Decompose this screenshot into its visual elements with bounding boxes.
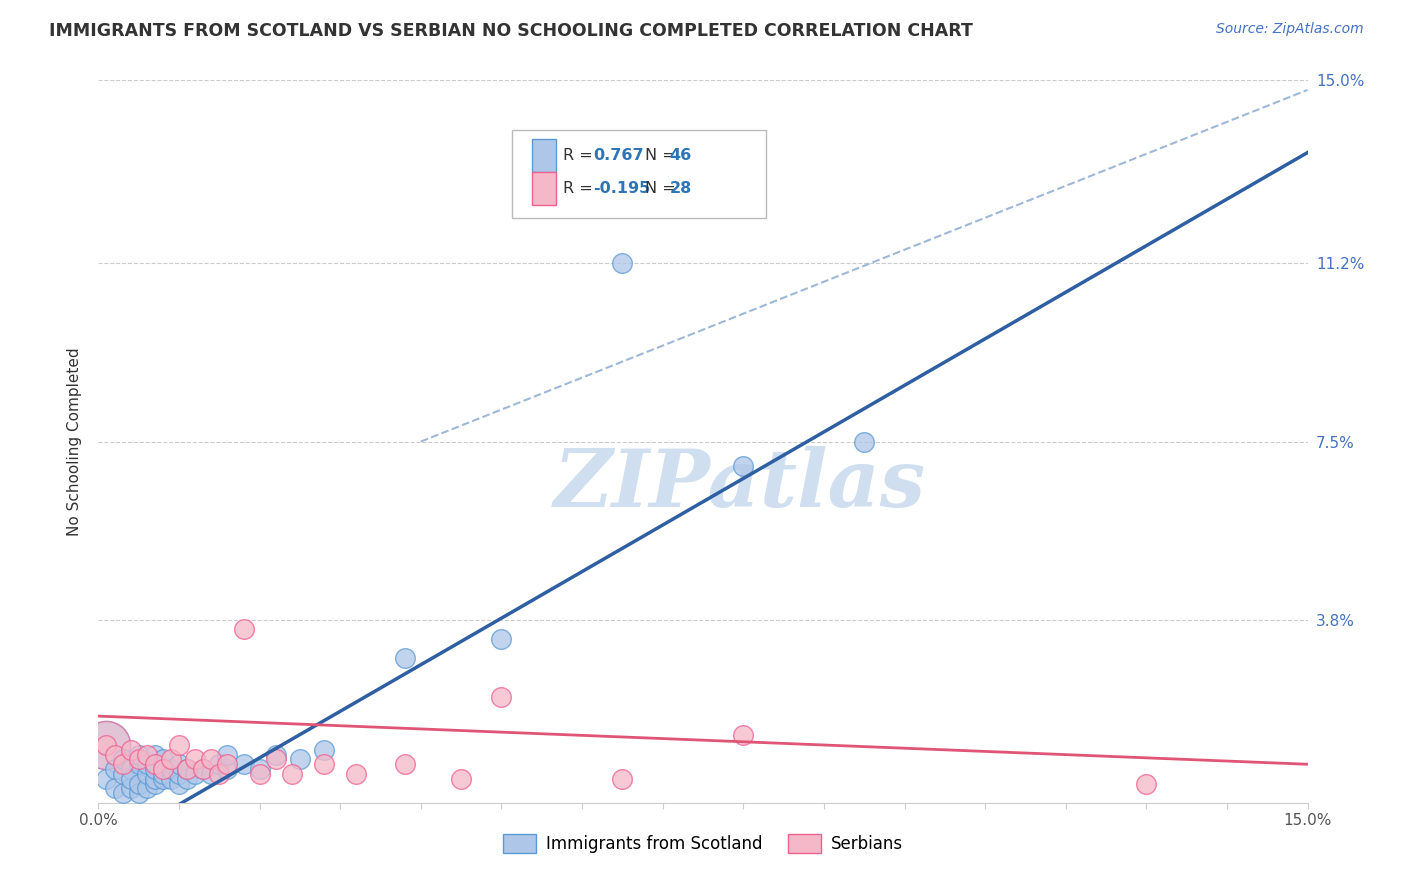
Point bbox=[103, 762, 125, 776]
Point bbox=[491, 690, 513, 704]
Point bbox=[135, 757, 157, 772]
Point bbox=[217, 757, 239, 772]
Point bbox=[143, 776, 166, 790]
Point bbox=[111, 757, 134, 772]
Point bbox=[314, 743, 336, 757]
Point bbox=[96, 738, 118, 752]
Point bbox=[184, 752, 207, 766]
Point bbox=[160, 752, 183, 766]
Point bbox=[96, 738, 118, 752]
Point bbox=[152, 767, 174, 781]
Point bbox=[217, 747, 239, 762]
Point bbox=[120, 743, 142, 757]
Point bbox=[193, 762, 215, 776]
Point bbox=[152, 752, 174, 766]
Point bbox=[314, 757, 336, 772]
Point bbox=[612, 256, 634, 270]
Point bbox=[491, 632, 513, 646]
Point bbox=[135, 767, 157, 781]
Point bbox=[96, 772, 118, 786]
Point bbox=[612, 772, 634, 786]
Point bbox=[394, 651, 416, 665]
Point bbox=[288, 752, 311, 766]
Point bbox=[160, 762, 183, 776]
Point bbox=[176, 762, 198, 776]
Text: -0.195: -0.195 bbox=[593, 181, 651, 196]
Point bbox=[733, 458, 755, 473]
Text: Source: ZipAtlas.com: Source: ZipAtlas.com bbox=[1216, 22, 1364, 37]
Point bbox=[264, 747, 287, 762]
Point bbox=[167, 767, 190, 781]
Point bbox=[96, 738, 118, 752]
Text: N =: N = bbox=[645, 181, 682, 196]
Point bbox=[450, 772, 472, 786]
Point bbox=[200, 752, 222, 766]
Point bbox=[167, 776, 190, 790]
Point bbox=[281, 767, 304, 781]
Point bbox=[135, 747, 157, 762]
Point bbox=[143, 772, 166, 786]
Point bbox=[264, 752, 287, 766]
Text: IMMIGRANTS FROM SCOTLAND VS SERBIAN NO SCHOOLING COMPLETED CORRELATION CHART: IMMIGRANTS FROM SCOTLAND VS SERBIAN NO S… bbox=[49, 22, 973, 40]
Point bbox=[208, 767, 231, 781]
Point bbox=[232, 757, 254, 772]
Point bbox=[176, 772, 198, 786]
Point bbox=[249, 762, 271, 776]
Point bbox=[344, 767, 367, 781]
Text: 46: 46 bbox=[669, 148, 692, 163]
Point bbox=[184, 767, 207, 781]
Point bbox=[249, 767, 271, 781]
Point bbox=[111, 786, 134, 800]
Point bbox=[152, 762, 174, 776]
Point bbox=[111, 767, 134, 781]
Point bbox=[143, 762, 166, 776]
Point bbox=[193, 762, 215, 776]
Point bbox=[167, 757, 190, 772]
Point bbox=[128, 747, 150, 762]
Point bbox=[176, 762, 198, 776]
Point bbox=[1135, 776, 1157, 790]
Point bbox=[232, 623, 254, 637]
Y-axis label: No Schooling Completed: No Schooling Completed bbox=[67, 347, 83, 536]
Text: 28: 28 bbox=[669, 181, 692, 196]
Point bbox=[111, 752, 134, 766]
Point bbox=[167, 738, 190, 752]
Point bbox=[120, 762, 142, 776]
Point bbox=[103, 747, 125, 762]
Point bbox=[128, 786, 150, 800]
Point bbox=[208, 757, 231, 772]
Text: N =: N = bbox=[645, 148, 682, 163]
Point bbox=[128, 776, 150, 790]
Point bbox=[160, 772, 183, 786]
Point bbox=[853, 434, 876, 449]
Point bbox=[128, 752, 150, 766]
Text: 0.767: 0.767 bbox=[593, 148, 644, 163]
Point bbox=[217, 762, 239, 776]
Point bbox=[733, 728, 755, 742]
Point bbox=[128, 757, 150, 772]
Point bbox=[200, 767, 222, 781]
Point bbox=[120, 781, 142, 796]
Point bbox=[135, 781, 157, 796]
Point bbox=[143, 747, 166, 762]
Text: R =: R = bbox=[562, 148, 598, 163]
Text: ZIPatlas: ZIPatlas bbox=[553, 446, 925, 524]
Text: R =: R = bbox=[562, 181, 598, 196]
Point bbox=[152, 772, 174, 786]
Point bbox=[143, 757, 166, 772]
Point bbox=[394, 757, 416, 772]
Point bbox=[103, 781, 125, 796]
Legend: Immigrants from Scotland, Serbians: Immigrants from Scotland, Serbians bbox=[496, 827, 910, 860]
Point bbox=[120, 772, 142, 786]
